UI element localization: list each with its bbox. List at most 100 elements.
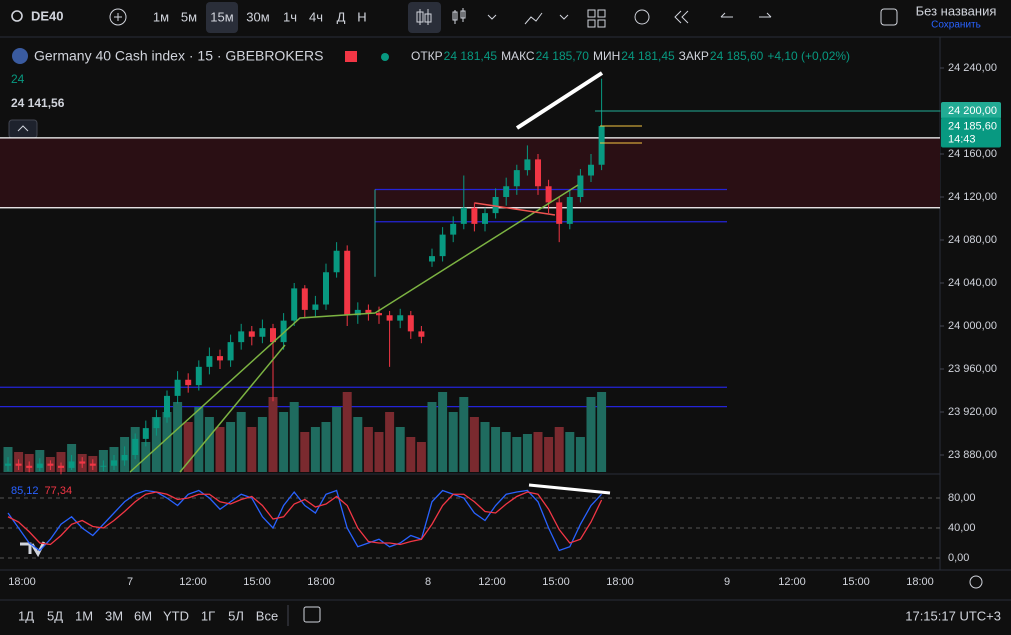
candle-body — [439, 234, 446, 257]
candle-body — [291, 288, 298, 321]
volume-bar — [501, 432, 511, 472]
interval-button[interactable]: 1м — [153, 9, 169, 24]
volume-bar — [332, 407, 342, 472]
volume-bar — [565, 432, 575, 472]
zone — [0, 137, 940, 208]
candle-body — [89, 463, 96, 466]
trend-drawing — [474, 202, 556, 216]
candle-body — [15, 463, 22, 466]
volume-bar — [512, 437, 522, 472]
candle-body — [132, 438, 139, 455]
settings-icon[interactable] — [969, 575, 983, 589]
collapse-button[interactable] — [8, 119, 38, 139]
candle-body — [142, 428, 149, 439]
candle-body — [164, 395, 170, 418]
volume-bar — [406, 437, 416, 472]
candle-body — [577, 175, 584, 197]
interval-button[interactable]: Н — [357, 9, 366, 24]
x-tick-label: 18:00 — [307, 576, 335, 588]
volume-bar — [215, 427, 225, 472]
volume-bar — [597, 392, 607, 472]
volume-bar — [342, 392, 352, 472]
legend-value: 24 185,70 — [536, 49, 590, 63]
volume-bar — [448, 412, 458, 472]
volume-bar — [385, 412, 395, 472]
volume-bar — [459, 397, 469, 472]
interval-button[interactable]: 30м — [246, 9, 269, 24]
volume-bar — [194, 407, 204, 472]
range-button[interactable]: YTD — [163, 608, 189, 623]
range-button[interactable]: 6М — [134, 608, 152, 623]
add-symbol[interactable] — [109, 8, 127, 26]
candle-body — [492, 197, 499, 214]
date-range-icon[interactable] — [303, 606, 321, 623]
interval-button[interactable]: 4ч — [309, 9, 323, 24]
alert-icon[interactable] — [634, 9, 650, 25]
add-icon — [114, 13, 122, 21]
y-tick-label: 24 040,00 — [948, 277, 997, 289]
legend-title: Germany 40 Cash index · 15 · GBEBROKERS — [34, 48, 323, 64]
legend-line2: 24 — [11, 72, 25, 86]
range-button[interactable]: 1Г — [201, 608, 215, 623]
volume-bar — [427, 402, 437, 472]
x-tick-label: 7 — [127, 576, 133, 588]
y-tick-label: 24 000,00 — [948, 320, 997, 332]
candle-body — [58, 465, 64, 468]
range-button[interactable]: 1Д — [18, 608, 34, 623]
volume-bar — [575, 437, 585, 472]
replay-undo-icons[interactable] — [674, 10, 772, 24]
interval-button[interactable]: 1ч — [283, 9, 297, 24]
candle-body — [5, 463, 11, 466]
symbol[interactable]: DE40 — [31, 8, 64, 23]
status-dot — [381, 53, 389, 61]
volume-bar — [480, 422, 490, 472]
candle-body — [270, 328, 276, 343]
osc-tick-label: 80,00 — [948, 492, 976, 504]
candle-body — [68, 461, 75, 468]
candle-body — [429, 256, 435, 262]
y-tick-label: 23 880,00 — [948, 449, 997, 461]
candle-body — [460, 207, 467, 224]
range-button[interactable]: 5Д — [47, 608, 63, 623]
interval-button[interactable]: 15м — [210, 9, 233, 24]
legend-line3: 24 141,56 — [11, 96, 65, 110]
range-button[interactable]: 5Л — [228, 608, 244, 623]
price-badge-label: 24 185,60 — [948, 120, 997, 132]
range-button[interactable]: 3М — [105, 608, 123, 623]
y-tick-label: 24 080,00 — [948, 234, 997, 246]
volume-bar — [289, 402, 299, 472]
legend-value: 24 181,45 — [621, 49, 675, 63]
candle-body — [513, 170, 520, 187]
candle-body — [376, 313, 382, 316]
candle-body — [121, 455, 128, 461]
range-button[interactable]: Все — [256, 608, 278, 623]
interval-button[interactable]: 5м — [181, 9, 197, 24]
candle-body — [195, 366, 202, 386]
legend-value: ЗАКР — [679, 49, 709, 63]
candle-body — [482, 213, 488, 224]
volume-bar — [353, 417, 363, 472]
search-icon[interactable] — [11, 10, 23, 22]
volume-bar — [247, 427, 257, 472]
x-tick-label: 8 — [425, 576, 431, 588]
interval-button[interactable]: Д — [337, 9, 346, 24]
candle-body — [344, 250, 351, 316]
volume-bar — [151, 417, 161, 472]
y-tick-label: 24 240,00 — [948, 62, 997, 74]
candle-body — [418, 331, 425, 337]
range-button[interactable]: 1М — [75, 608, 93, 623]
candle-body — [26, 465, 33, 468]
x-tick-label: 18:00 — [606, 576, 634, 588]
collapse-icon — [17, 125, 29, 132]
osc-line — [7, 489, 603, 552]
layout-name[interactable]: Без названия — [916, 3, 997, 18]
candle-body — [100, 465, 107, 467]
annotation-line — [515, 71, 604, 130]
toolbar-icons[interactable] — [452, 8, 606, 28]
candle-body — [111, 460, 117, 466]
layout-icon[interactable] — [880, 8, 898, 26]
volume-bar — [56, 452, 66, 472]
volume-bar — [279, 412, 289, 472]
volume-bar — [363, 427, 373, 472]
